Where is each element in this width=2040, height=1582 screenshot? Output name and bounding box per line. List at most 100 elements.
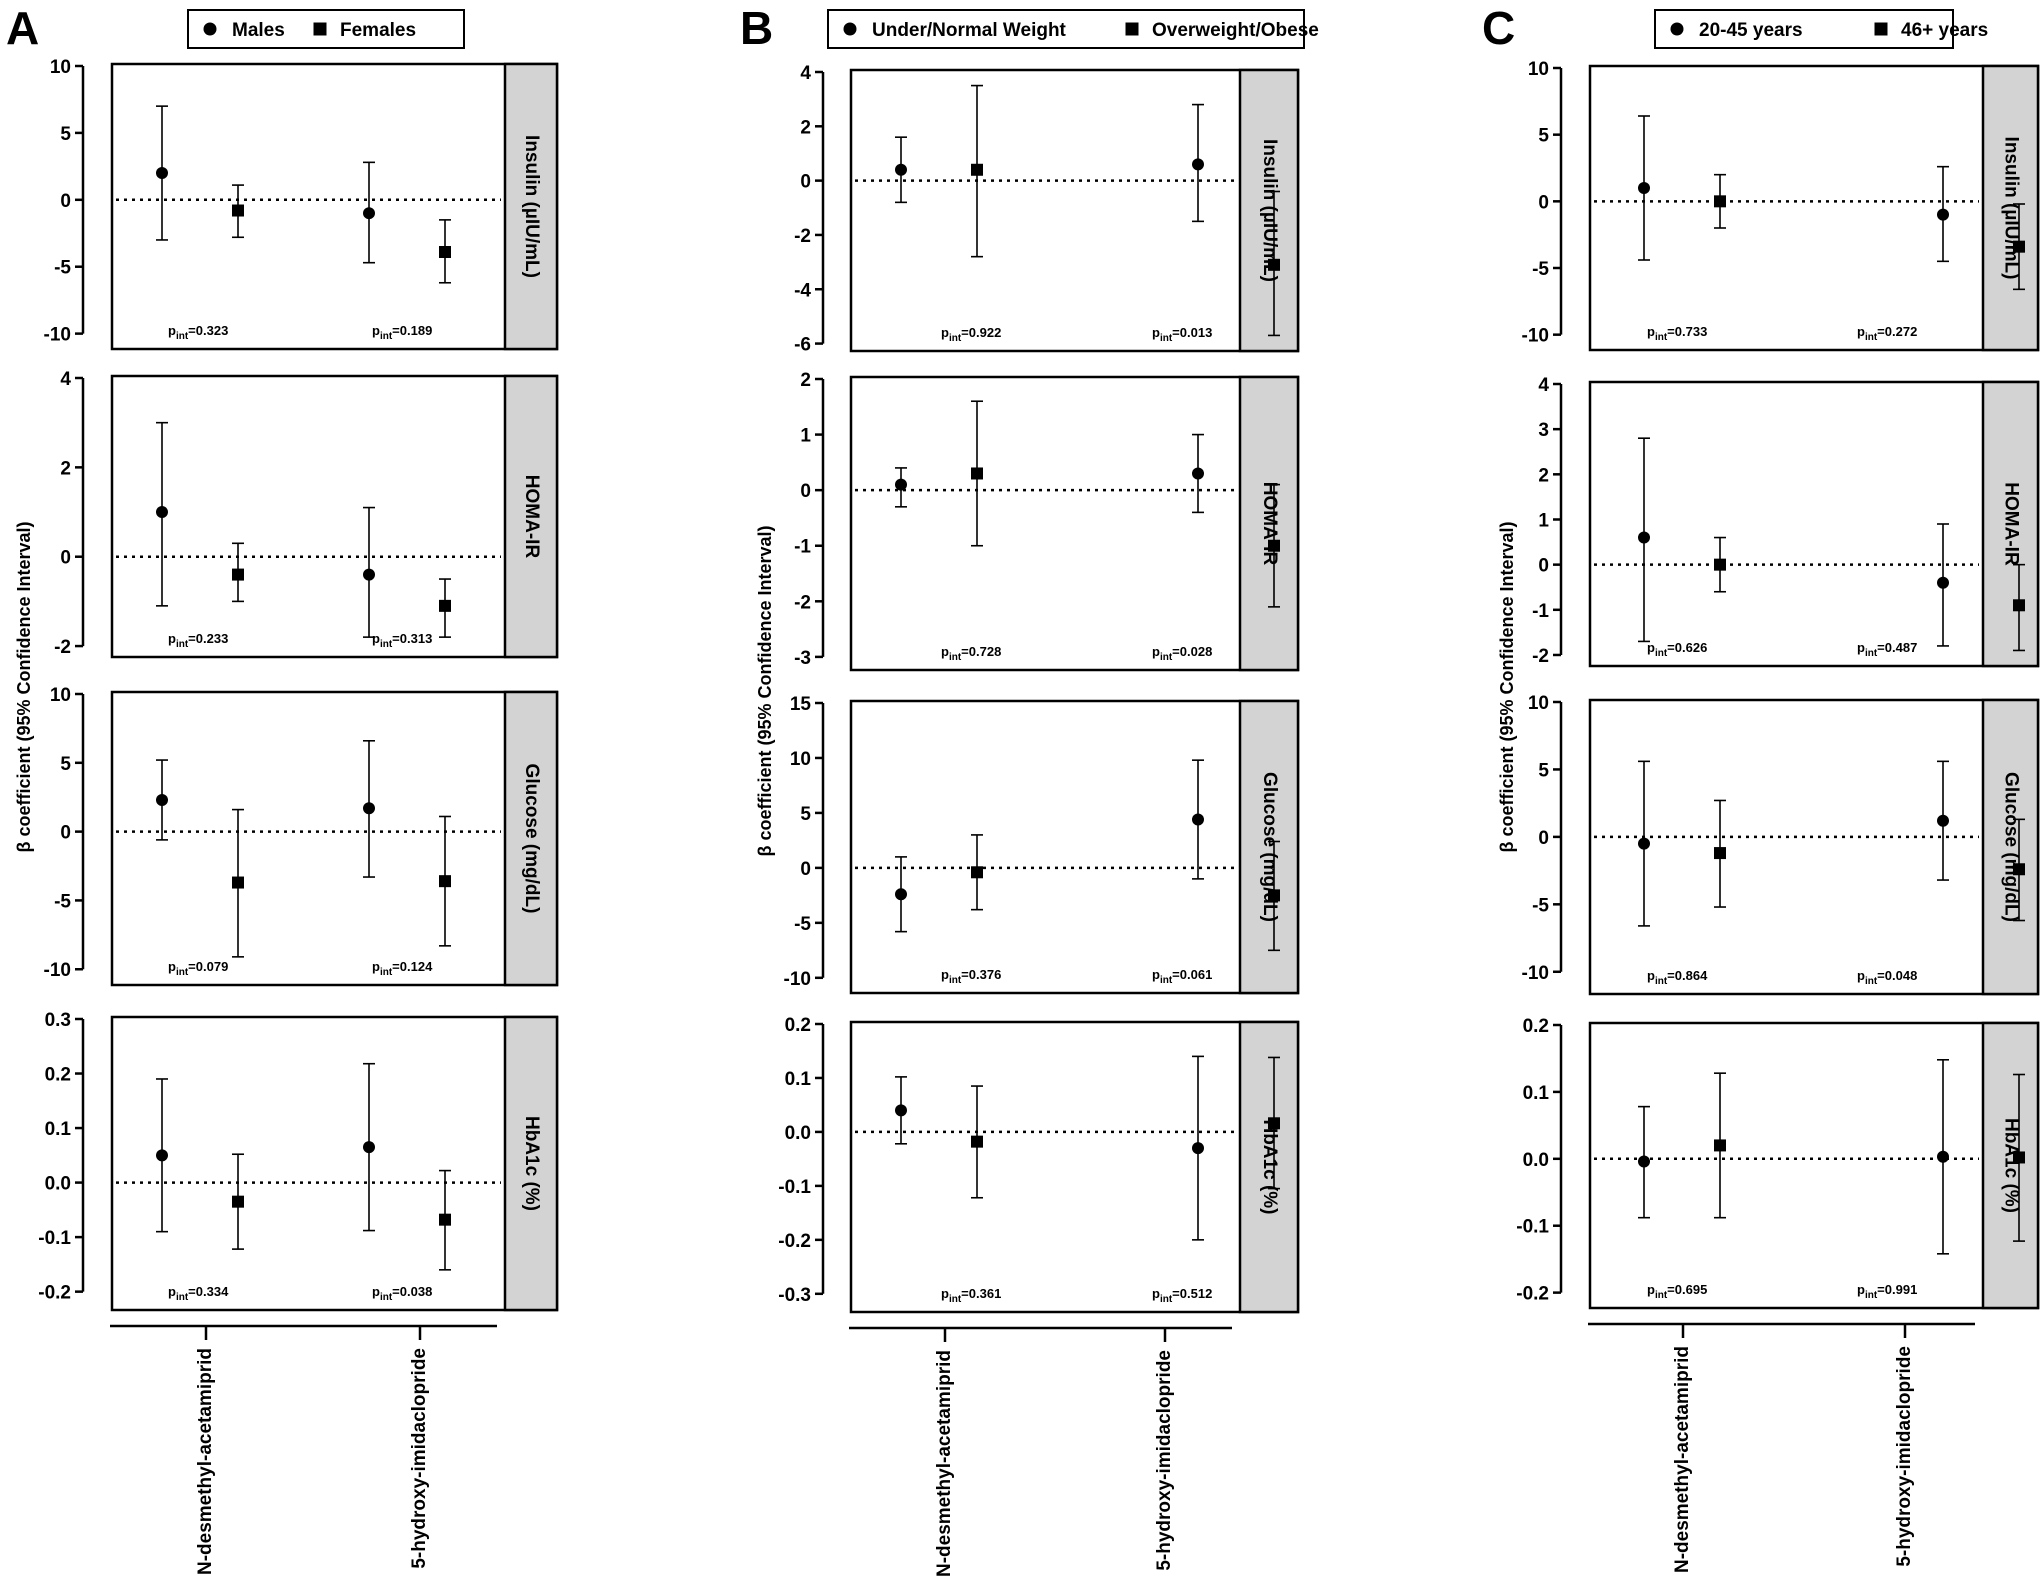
y-tick-label: -10 [1522,963,1549,984]
data-point-square [971,1135,983,1148]
subplot-1: HOMA-IR 2 1 0 -1 -2 -3 pint=0.728 pint=0.028 [794,370,1300,672]
y-tick-label: 5 [60,754,71,775]
y-tick-label: -5 [54,258,71,279]
y-tick-label: 0.1 [45,1119,72,1140]
legend-label: Males [232,20,285,41]
p-value: =0.189 [392,323,432,338]
y-tick-label: 5 [60,124,71,145]
legend-label: Under/Normal Weight [872,20,1067,41]
panel-b: B Under/Normal Weight Overweight/Obese β co… [740,2,1319,1577]
data-point-circle [1937,814,1949,827]
p-value: =0.376 [961,967,1001,982]
y-tick-label: -5 [1532,259,1549,280]
data-point-circle [1638,182,1650,194]
y-tick-label: 2 [800,117,811,138]
y-tick-label: 0 [60,548,71,569]
y-tick-label: 0 [1538,828,1549,849]
p-value: =0.733 [1667,324,1707,339]
data-point-circle [1937,208,1949,221]
y-tick-label: 15 [790,694,812,715]
data-point-square [971,467,983,480]
p-interaction-label: pint=0.038 [372,1284,432,1303]
x-category-label: 5-hydroxy-imidaclopride [1154,1350,1175,1571]
p-interaction-label: pint=0.626 [1647,640,1707,659]
y-tick-label: -1 [1532,601,1549,622]
facet-label: Glucose (mg/dL) [521,764,542,914]
p-interaction-label: pint=0.864 [1647,968,1708,987]
data-point-square [971,866,983,879]
data-point-square [1268,1117,1280,1130]
data-point-square [1714,847,1726,860]
facet-strip [503,1015,559,1312]
subplot-1: HOMA-IR 4 3 2 1 0 -1 -2 pint=0.626 pint=0.487 [1532,375,2040,668]
data-point-square [1268,539,1280,552]
p-interaction-label: pint=0.695 [1647,1282,1707,1301]
x-category-label: N-desmethyl-acetamiprid [934,1350,955,1577]
y-tick-label: 0 [1538,192,1549,213]
data-point-square [2013,240,2025,253]
y-tick-label: -10 [44,325,71,346]
y-tick-label: -2 [794,592,811,613]
y-tick-label: 4 [1538,375,1549,396]
panel-letter: B [740,2,773,54]
y-axis-title: β coefficient (95% Confidence Interval) [14,521,34,852]
plot-frame [1588,64,2040,352]
y-tick-label: 5 [1538,126,1549,147]
p-interaction-label: pint=0.361 [941,1286,1001,1305]
p-value: =0.038 [392,1284,432,1299]
y-tick-label: -0.1 [778,1177,811,1198]
p-value: =0.695 [1667,1282,1707,1297]
y-tick-label: 2 [60,458,71,479]
y-tick-label: 3 [1538,420,1549,441]
y-tick-label: 10 [50,57,71,78]
data-point-square [2013,863,2025,876]
y-tick-label: -10 [44,960,71,981]
p-interaction-label: pint=0.061 [1152,967,1212,986]
data-point-circle [1937,576,1949,589]
y-tick-label: -3 [794,648,811,669]
p-interaction-label: pint=0.323 [168,323,228,342]
p-interaction-label: pint=0.313 [372,631,432,650]
facet-strip [1238,699,1300,995]
y-tick-label: 4 [60,369,71,390]
p-interaction-label: pint=0.013 [1152,325,1212,344]
data-point-circle [363,207,375,220]
data-point-square [232,204,244,217]
panel-c: C 20-45 years 46+ years β coefficient (95% … [1482,2,2040,1573]
facet-label: Glucose (mg/dL) [2000,772,2021,922]
data-point-circle [1192,813,1204,826]
data-point-square [2013,599,2025,612]
y-tick-label: 5 [800,804,811,825]
facet-strip [1981,380,2040,668]
y-tick-label: -0.1 [1516,1217,1549,1238]
plot-frame [110,374,559,659]
y-tick-label: -0.2 [1516,1284,1549,1305]
y-tick-label: -1 [794,537,811,558]
y-tick-label: 10 [1528,693,1549,714]
legend-box [827,9,1305,49]
legend-marker-circle [1670,22,1684,36]
y-tick-label: 4 [800,63,811,84]
y-tick-label: 0.0 [785,1123,811,1144]
facet-label: HbA1c (%) [521,1116,542,1211]
p-interaction-label: pint=0.124 [372,959,433,978]
y-tick-label: -4 [794,280,811,301]
p-interaction-label: pint=0.048 [1857,968,1917,987]
y-tick-label: -5 [794,914,811,935]
facet-label: Insulin (µIU/mL) [521,135,542,278]
y-tick-label: -5 [1532,895,1549,916]
data-point-circle [1937,1150,1949,1163]
p-value: =0.028 [1172,644,1212,659]
data-point-square [232,876,244,889]
y-tick-label: -10 [784,969,811,990]
y-tick-label: -2 [54,637,71,658]
x-category-label: N-desmethyl-acetamiprid [1672,1346,1693,1573]
legend-marker-square [1874,22,1888,36]
y-tick-label: -10 [1522,326,1549,347]
legend-marker-square [1125,22,1139,36]
legend-marker-circle [203,22,217,36]
data-point-circle [1638,1155,1650,1168]
p-value: =0.013 [1172,325,1212,340]
y-tick-label: 0 [800,172,811,193]
